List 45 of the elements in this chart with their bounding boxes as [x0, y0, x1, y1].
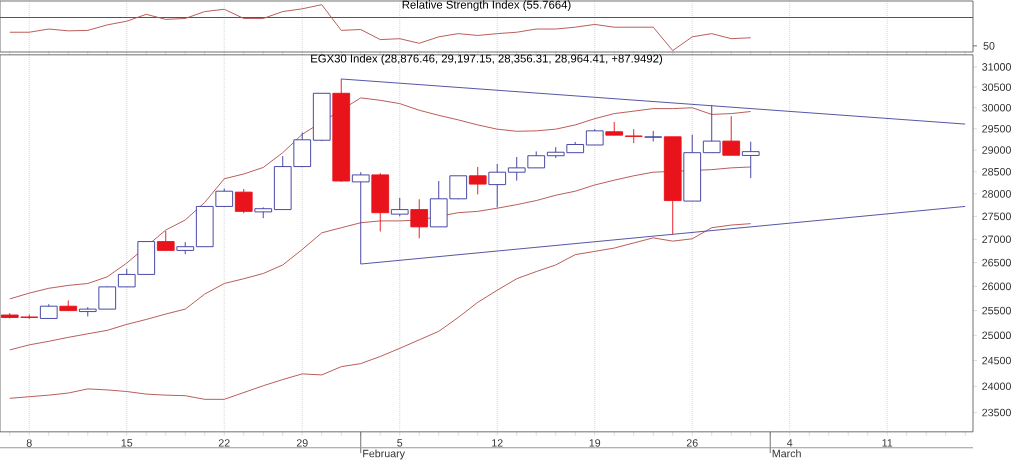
candlestick — [702, 104, 721, 154]
x-tick-label: 8 — [26, 439, 32, 447]
candlestick — [390, 197, 409, 217]
chart-title: EGX30 Index (28,876.46, 29,197.15, 28,356.31, 28,964.41, +87.9492) — [311, 54, 663, 65]
y-tick-label: 28500 — [982, 168, 1011, 176]
x-tick-label: 4 — [787, 439, 793, 447]
candlestick — [351, 171, 370, 265]
y-tick-label: 27000 — [982, 235, 1011, 244]
candlestick — [644, 130, 663, 142]
x-tick-label: 5 — [397, 439, 403, 447]
text: 50 — [983, 42, 995, 50]
chart-title: Relative Strength Index (55.7664) — [402, 0, 571, 11]
text: February — [363, 449, 405, 460]
x-tick-label: 11 — [882, 439, 893, 447]
y-tick-label: 29000 — [982, 146, 1011, 154]
y-tick-label: 27500 — [982, 212, 1011, 221]
x-tick-label: 19 — [589, 439, 601, 447]
y-tick-label: 25000 — [982, 331, 1011, 340]
candlestick — [410, 198, 429, 239]
y-tick-label: 29500 — [982, 124, 1011, 133]
candlestick — [156, 230, 175, 251]
y-tick-label: 31000 — [982, 63, 1011, 71]
y-tick-label: 30000 — [982, 103, 1011, 112]
text: March — [772, 449, 801, 458]
candlestick — [741, 141, 760, 179]
y-tick-label: 23500 — [982, 408, 1011, 417]
x-tick-label: 12 — [492, 439, 503, 447]
y-tick-label: 26500 — [982, 258, 1011, 267]
line-series — [9, 97, 752, 300]
y-tick-label: 28000 — [982, 190, 1011, 198]
candlestick — [722, 115, 741, 156]
y-tick-label: 25500 — [982, 306, 1011, 315]
y-tick-label: 24000 — [982, 382, 1011, 391]
candlestick — [234, 188, 253, 214]
line-series — [9, 166, 752, 351]
candlestick — [488, 163, 507, 208]
candlestick — [624, 128, 643, 144]
candlestick — [468, 166, 487, 195]
x-tick-label: 15 — [121, 439, 133, 447]
x-tick-label: 26 — [686, 439, 698, 447]
x-tick-label: 29 — [296, 439, 308, 447]
y-tick-label: 24500 — [982, 356, 1011, 365]
x-tick-label: 22 — [218, 439, 230, 447]
y-tick-label: 26000 — [982, 282, 1011, 291]
y-tick-label: 30500 — [982, 83, 1011, 91]
